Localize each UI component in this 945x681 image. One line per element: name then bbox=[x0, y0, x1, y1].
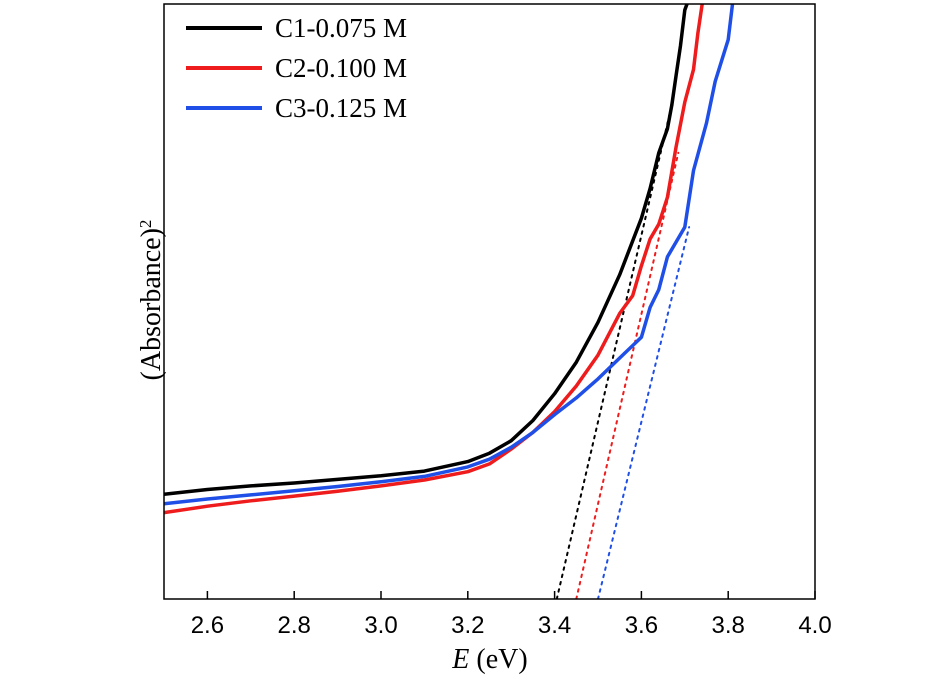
legend-label-1: C1-0.075 M bbox=[275, 13, 407, 43]
series-line-1 bbox=[164, 4, 689, 497]
x-axis-title-italic: E bbox=[451, 644, 469, 675]
y-axis-title-main: (Absorbance) bbox=[136, 228, 167, 380]
x-tick-label: 4.0 bbox=[798, 612, 831, 639]
tangent-lines-group bbox=[555, 113, 691, 599]
y-axis-title: (Absorbance)2 bbox=[136, 220, 168, 381]
x-tick-label: 3.6 bbox=[625, 612, 658, 639]
series-line-3 bbox=[164, 4, 735, 506]
x-ticks-group: 2.6 2.8 3.0 3.2 3.4 3.6 3.8 4.0 bbox=[191, 591, 832, 639]
x-tick-label: 2.8 bbox=[278, 612, 311, 639]
series-line-2 bbox=[164, 4, 704, 515]
x-tick-label: 2.6 bbox=[191, 612, 224, 639]
y-axis-title-superscript: 2 bbox=[136, 220, 155, 229]
legend: C1-0.075 M C2-0.100 M C3-0.125 M bbox=[186, 13, 407, 123]
tangent-line-2 bbox=[575, 151, 680, 599]
legend-label-3: C3-0.125 M bbox=[275, 93, 407, 123]
x-tick-label: 3.0 bbox=[364, 612, 397, 639]
tangent-line-1 bbox=[555, 113, 671, 599]
x-tick-label: 3.8 bbox=[712, 612, 745, 639]
x-axis-title-unit: (eV) bbox=[469, 644, 527, 675]
x-tick-label: 3.4 bbox=[538, 612, 571, 639]
x-axis-title: E (eV) bbox=[451, 644, 527, 675]
legend-label-2: C2-0.100 M bbox=[275, 53, 407, 83]
tangent-line-3 bbox=[597, 226, 691, 599]
series-lines-group bbox=[164, 4, 735, 515]
plot-frame bbox=[163, 3, 816, 600]
x-tick-label: 3.2 bbox=[451, 612, 484, 639]
